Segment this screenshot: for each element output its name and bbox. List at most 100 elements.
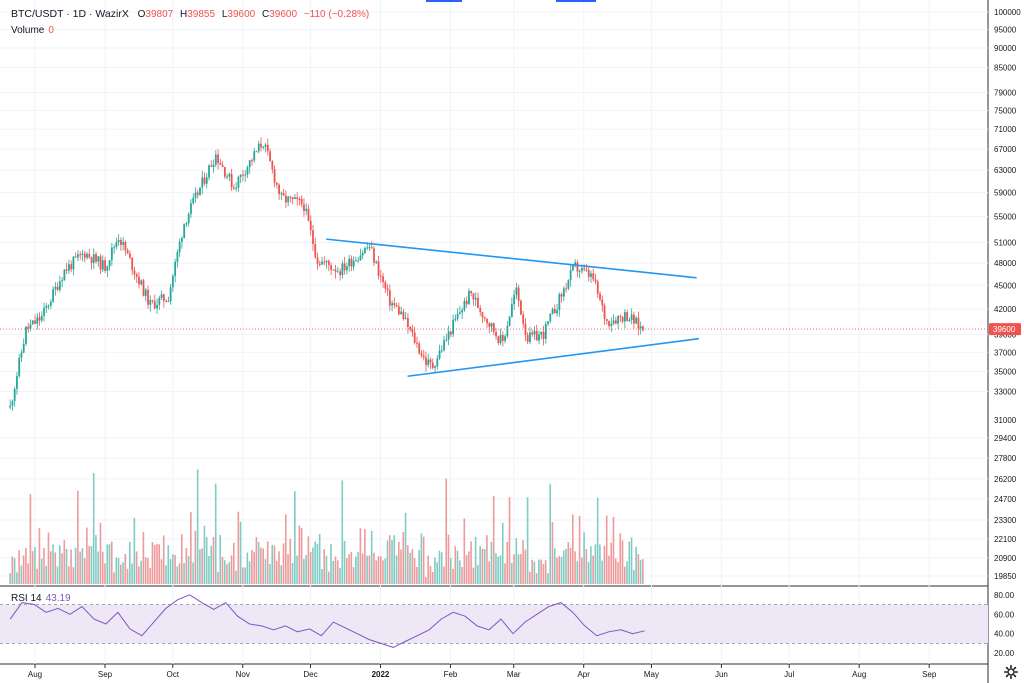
candle-body <box>20 352 23 358</box>
candle-body <box>542 331 545 339</box>
candle-body <box>54 286 57 290</box>
candle-body <box>38 317 41 321</box>
volume-bar <box>318 534 321 584</box>
candle-body <box>357 260 360 262</box>
volume-bar <box>330 543 332 584</box>
candle-body <box>517 287 520 301</box>
candle-body <box>393 303 396 306</box>
x-tick-label: Aug <box>28 670 42 679</box>
candle-body <box>81 253 84 255</box>
volume-bar <box>472 567 475 584</box>
volume-bar <box>623 566 626 584</box>
candle-body <box>83 253 86 258</box>
volume-bar <box>535 573 538 584</box>
volume-bar <box>275 560 278 584</box>
volume-bar <box>506 541 509 584</box>
candle-body <box>427 359 430 365</box>
volume-bar <box>402 532 405 584</box>
volume-bar <box>77 490 79 584</box>
volume-bar <box>70 549 72 584</box>
candle-body <box>608 320 610 327</box>
candle-body <box>434 366 436 368</box>
candle-body <box>185 223 188 225</box>
volume-bar <box>260 547 262 584</box>
volume-bar <box>551 522 554 584</box>
candle-body <box>192 197 195 204</box>
volume-bar <box>108 544 111 584</box>
x-tick-label: Sep <box>922 670 937 679</box>
candle-body <box>255 151 258 153</box>
candle-body <box>402 311 405 320</box>
volume-bar <box>540 559 542 584</box>
volume-bar <box>221 556 224 584</box>
volume-bar <box>366 555 368 584</box>
volume-bar <box>499 555 502 584</box>
candle-body <box>332 269 335 271</box>
candle-body <box>131 257 134 271</box>
volume-bar <box>459 560 461 584</box>
volume-bar <box>244 567 246 584</box>
volume-bar <box>214 483 217 584</box>
volume-bar <box>201 548 203 584</box>
x-tick-label: Mar <box>507 670 521 679</box>
volume-bar <box>639 559 642 584</box>
volume-bar <box>144 557 147 584</box>
candle-body <box>456 313 459 319</box>
candle-body <box>544 323 547 339</box>
open-label: O <box>137 9 146 20</box>
candle-body <box>486 318 488 324</box>
candle-body <box>510 304 513 317</box>
candle-body <box>212 164 215 167</box>
volume-bar <box>393 535 396 584</box>
candle-body <box>418 343 421 354</box>
candle-body <box>140 280 143 285</box>
volume-bar <box>287 554 289 584</box>
candle-body <box>375 261 378 263</box>
active-tab-indicator <box>426 0 462 2</box>
candle-body <box>237 176 240 188</box>
volume-bar <box>619 533 622 584</box>
candle-body <box>34 320 36 324</box>
candle-body <box>569 270 572 281</box>
volume-bar <box>61 553 63 584</box>
y-tick-label: 51000 <box>994 238 1017 247</box>
volume-bar <box>558 555 561 584</box>
candle-body <box>151 300 154 302</box>
volume-bar <box>359 528 362 584</box>
candle-body <box>504 336 507 341</box>
candle-body <box>323 261 326 263</box>
candle-body <box>459 312 461 314</box>
candle-body <box>271 161 274 170</box>
y-tick-label: 29400 <box>994 434 1017 443</box>
candle-body <box>280 193 283 195</box>
volume-bar <box>572 514 574 584</box>
volume-bar <box>181 534 183 584</box>
candle-body <box>117 239 120 243</box>
candle-body <box>626 312 629 321</box>
volume-bar <box>122 562 124 584</box>
volume-bar <box>596 497 599 584</box>
candle-body <box>203 177 206 184</box>
volume-bar <box>327 571 330 584</box>
candle-body <box>147 289 149 305</box>
candle-body <box>452 319 455 335</box>
candle-body <box>282 193 285 196</box>
volume-bar <box>434 557 436 584</box>
volume-bar <box>273 545 276 584</box>
volume-bar <box>185 548 188 584</box>
volume-bar <box>440 552 443 584</box>
volume-bar <box>425 576 427 584</box>
candle-body <box>610 323 613 327</box>
candle-body <box>40 315 43 321</box>
candle-body <box>538 334 540 341</box>
low-label: L <box>221 9 228 20</box>
volume-bar <box>336 560 339 584</box>
candle-body <box>110 247 113 261</box>
candle-body <box>623 312 626 322</box>
volume-bar <box>248 561 251 584</box>
candle-body <box>355 260 357 262</box>
candle-body <box>463 300 466 310</box>
volume-bar <box>510 562 513 584</box>
settings-gear-icon[interactable] <box>1004 665 1018 679</box>
